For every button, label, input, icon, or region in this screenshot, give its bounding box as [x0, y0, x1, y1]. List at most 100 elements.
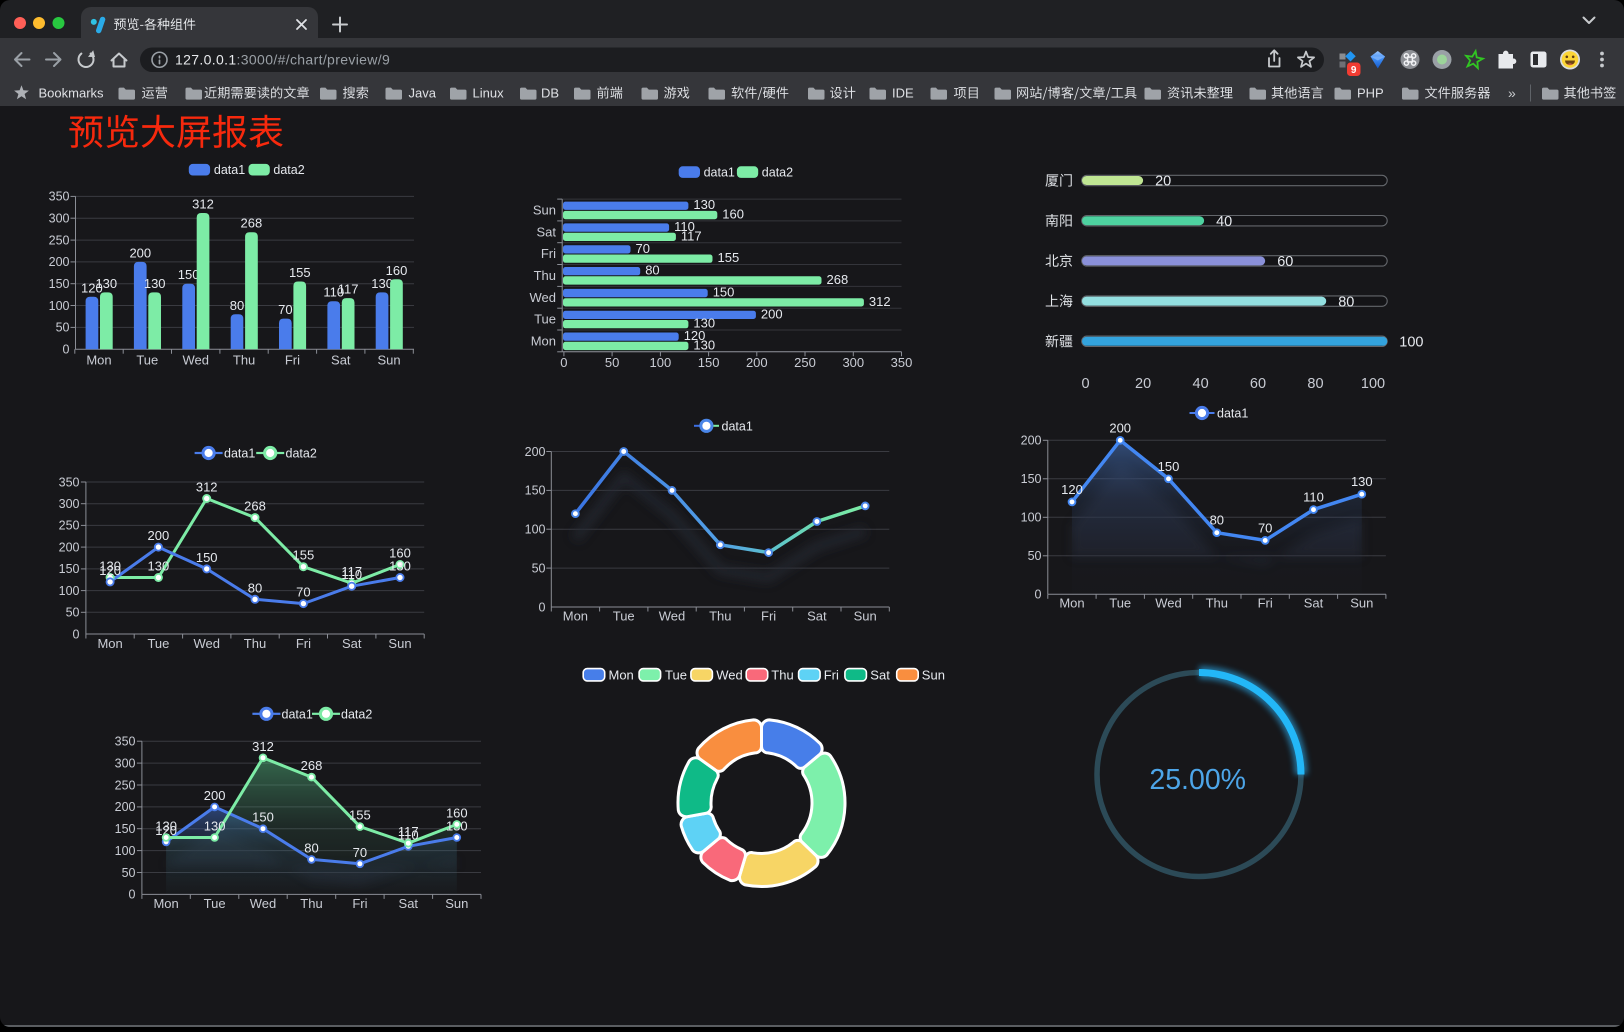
svg-text:0: 0 — [73, 627, 80, 641]
svg-text:Sat: Sat — [331, 353, 351, 368]
svg-text:300: 300 — [842, 355, 864, 370]
svg-text:150: 150 — [115, 822, 136, 836]
svg-text:268: 268 — [827, 272, 849, 287]
svg-text:155: 155 — [293, 548, 315, 563]
svg-text:9: 9 — [1351, 65, 1357, 76]
svg-text:0: 0 — [1082, 376, 1090, 392]
svg-text:312: 312 — [196, 480, 218, 495]
svg-text:200: 200 — [746, 355, 768, 370]
svg-text:70: 70 — [353, 845, 367, 860]
svg-text:130: 130 — [148, 559, 170, 574]
svg-text:Mon: Mon — [86, 353, 111, 368]
svg-text:Thu: Thu — [534, 268, 556, 283]
svg-text:Fri: Fri — [296, 636, 311, 651]
svg-text:Fri: Fri — [352, 896, 367, 911]
svg-text:130: 130 — [155, 819, 177, 834]
svg-text:Fri: Fri — [285, 353, 300, 368]
svg-text:130: 130 — [693, 316, 715, 331]
svg-text:data1: data1 — [1217, 407, 1248, 421]
svg-text:Mon: Mon — [531, 333, 556, 348]
svg-text:70: 70 — [296, 585, 310, 600]
svg-text:Sun: Sun — [388, 636, 411, 651]
svg-text:0: 0 — [129, 888, 136, 902]
svg-text:Sun: Sun — [445, 896, 468, 911]
svg-text:110: 110 — [674, 219, 695, 234]
svg-text:Wed: Wed — [182, 353, 209, 368]
svg-text:DB: DB — [541, 86, 559, 101]
svg-text:Tue: Tue — [665, 668, 687, 683]
svg-text:»: » — [1508, 85, 1516, 101]
svg-text:300: 300 — [115, 756, 136, 770]
svg-text:100: 100 — [525, 523, 546, 537]
svg-text:110: 110 — [341, 567, 362, 582]
svg-text:50: 50 — [66, 606, 80, 620]
svg-text:data1: data1 — [704, 165, 735, 179]
svg-text:data1: data1 — [282, 707, 313, 721]
svg-text:150: 150 — [59, 562, 80, 576]
svg-text:Tue: Tue — [1109, 596, 1131, 611]
svg-text:Sat: Sat — [536, 224, 556, 239]
svg-text:data1: data1 — [224, 447, 255, 461]
svg-text:155: 155 — [718, 250, 740, 265]
svg-text:80: 80 — [230, 298, 244, 313]
svg-text:data2: data2 — [286, 447, 317, 461]
svg-text:150: 150 — [196, 550, 218, 565]
svg-text:117: 117 — [341, 564, 362, 579]
svg-text:Thu: Thu — [300, 896, 322, 911]
svg-text:150: 150 — [1021, 472, 1042, 486]
svg-text:Tue: Tue — [204, 896, 226, 911]
svg-text:50: 50 — [605, 355, 619, 370]
svg-text:120: 120 — [99, 563, 121, 578]
svg-text:200: 200 — [115, 800, 136, 814]
svg-text:data2: data2 — [762, 165, 793, 179]
svg-text:Mon: Mon — [153, 896, 178, 911]
svg-text:25.00%: 25.00% — [1149, 764, 1246, 796]
svg-text:Linux: Linux — [473, 86, 505, 101]
svg-text:80: 80 — [1210, 513, 1224, 528]
svg-text:100: 100 — [650, 355, 672, 370]
svg-text:130: 130 — [1351, 474, 1373, 489]
svg-text:Sun: Sun — [378, 353, 401, 368]
svg-text:Java: Java — [409, 86, 437, 101]
svg-text:100: 100 — [59, 584, 80, 598]
svg-text:Tue: Tue — [147, 636, 169, 651]
svg-text:120: 120 — [684, 328, 706, 343]
svg-text:130: 130 — [99, 559, 121, 574]
svg-text:0: 0 — [539, 600, 546, 614]
svg-text:0: 0 — [63, 343, 70, 357]
svg-text:data2: data2 — [341, 707, 372, 721]
svg-text:200: 200 — [204, 788, 226, 803]
svg-text:70: 70 — [636, 241, 650, 256]
svg-text:110: 110 — [398, 827, 419, 842]
svg-text:200: 200 — [1109, 420, 1131, 435]
svg-text:20: 20 — [1135, 376, 1151, 392]
svg-text:Fri: Fri — [1258, 596, 1273, 611]
svg-text:Sun: Sun — [854, 609, 877, 624]
svg-text:300: 300 — [49, 212, 70, 226]
svg-text:40: 40 — [1193, 376, 1209, 392]
svg-text:IDE: IDE — [892, 86, 914, 101]
svg-text:50: 50 — [1028, 549, 1042, 563]
svg-text:Wed: Wed — [250, 896, 277, 911]
svg-text:150: 150 — [49, 277, 70, 291]
svg-text:350: 350 — [115, 735, 136, 749]
svg-text:60: 60 — [1277, 254, 1293, 270]
svg-text:130: 130 — [389, 559, 411, 574]
svg-text:250: 250 — [59, 519, 80, 533]
svg-text:150: 150 — [178, 267, 200, 282]
svg-text:Sun: Sun — [922, 668, 945, 683]
svg-text:110: 110 — [1303, 490, 1324, 505]
svg-text:350: 350 — [891, 355, 913, 370]
svg-text:80: 80 — [645, 263, 659, 278]
svg-text:120: 120 — [81, 280, 103, 295]
svg-text:250: 250 — [794, 355, 816, 370]
svg-text:100: 100 — [1021, 511, 1042, 525]
svg-text:130: 130 — [693, 337, 715, 352]
svg-text:250: 250 — [49, 233, 70, 247]
svg-text:Mon: Mon — [97, 636, 122, 651]
svg-text:100: 100 — [49, 299, 70, 313]
svg-text:160: 160 — [722, 207, 744, 222]
svg-text:Wed: Wed — [1155, 596, 1182, 611]
svg-text:200: 200 — [49, 255, 70, 269]
svg-text:117: 117 — [338, 282, 359, 297]
